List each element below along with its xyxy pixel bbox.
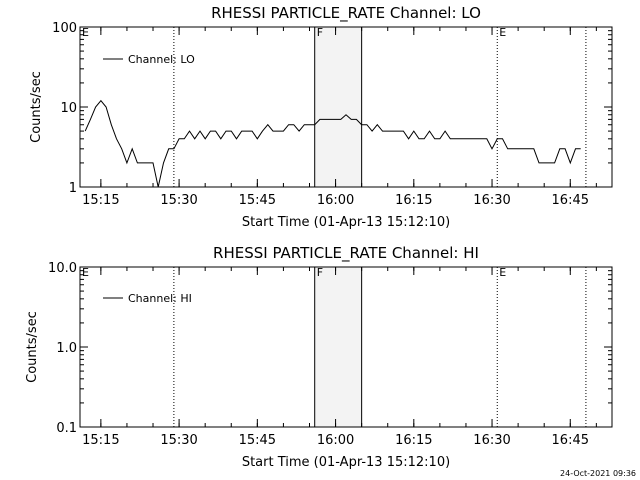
event-marker-label: F — [317, 26, 323, 39]
y-tick-label: 1 — [69, 181, 77, 196]
series-line-lo — [84, 99, 581, 188]
x-tick-label: 16:00 — [317, 193, 354, 208]
event-marker-label: E — [499, 266, 506, 279]
event-marker-label: F — [317, 266, 323, 279]
panel-lo: RHESSI PARTICLE_RATE Channel: LO E F E 15:… — [29, 4, 613, 230]
chart-title-hi: RHESSI PARTICLE_RATE Channel: HI — [213, 244, 479, 263]
panel-hi: RHESSI PARTICLE_RATE Channel: HI E F E 15:… — [25, 244, 613, 470]
y-tick-label: 100 — [52, 21, 77, 36]
x-tick-label: 16:30 — [473, 193, 510, 208]
x-tick-label: 16:45 — [552, 433, 589, 448]
y-axis-label-lo: Counts/sec — [29, 71, 44, 143]
event-marker-label: E — [82, 26, 89, 39]
legend-lo: Channel: LO — [103, 53, 195, 66]
x-tick-label: 15:30 — [160, 433, 197, 448]
x-axis-label-hi: Start Time (01-Apr-13 15:12:10) — [242, 455, 450, 470]
event-marker-label: E — [82, 266, 89, 279]
generation-timestamp: 24-Oct-2021 09:36 — [560, 469, 636, 478]
flare-interval-shade — [314, 27, 362, 187]
legend-hi: Channel: HI — [103, 292, 192, 305]
x-axis-label-lo: Start Time (01-Apr-13 15:12:10) — [242, 215, 450, 230]
chart-title-lo: RHESSI PARTICLE_RATE Channel: LO — [211, 4, 481, 23]
x-tick-label: 15:45 — [239, 433, 276, 448]
flare-interval-shade — [314, 267, 362, 427]
x-tick-label: 16:15 — [395, 433, 432, 448]
x-tick-label: 15:15 — [82, 193, 119, 208]
x-tick-label: 15:45 — [239, 193, 276, 208]
x-tick-label: 16:45 — [552, 193, 589, 208]
y-tick-label: 1.0 — [56, 341, 77, 356]
legend-label-hi: Channel: HI — [128, 292, 192, 305]
x-tick-label: 16:15 — [395, 193, 432, 208]
event-marker-label: E — [499, 26, 506, 39]
x-tick-label: 15:30 — [160, 193, 197, 208]
y-tick-label: 0.1 — [56, 421, 77, 436]
x-tick-label: 16:00 — [317, 433, 354, 448]
x-tick-label: 15:15 — [82, 433, 119, 448]
legend-label-lo: Channel: LO — [128, 53, 195, 66]
y-axis-label-hi: Counts/sec — [25, 311, 40, 383]
x-tick-label: 16:30 — [473, 433, 510, 448]
y-tick-label: 10 — [60, 101, 77, 116]
y-tick-label: 10.0 — [48, 261, 77, 276]
